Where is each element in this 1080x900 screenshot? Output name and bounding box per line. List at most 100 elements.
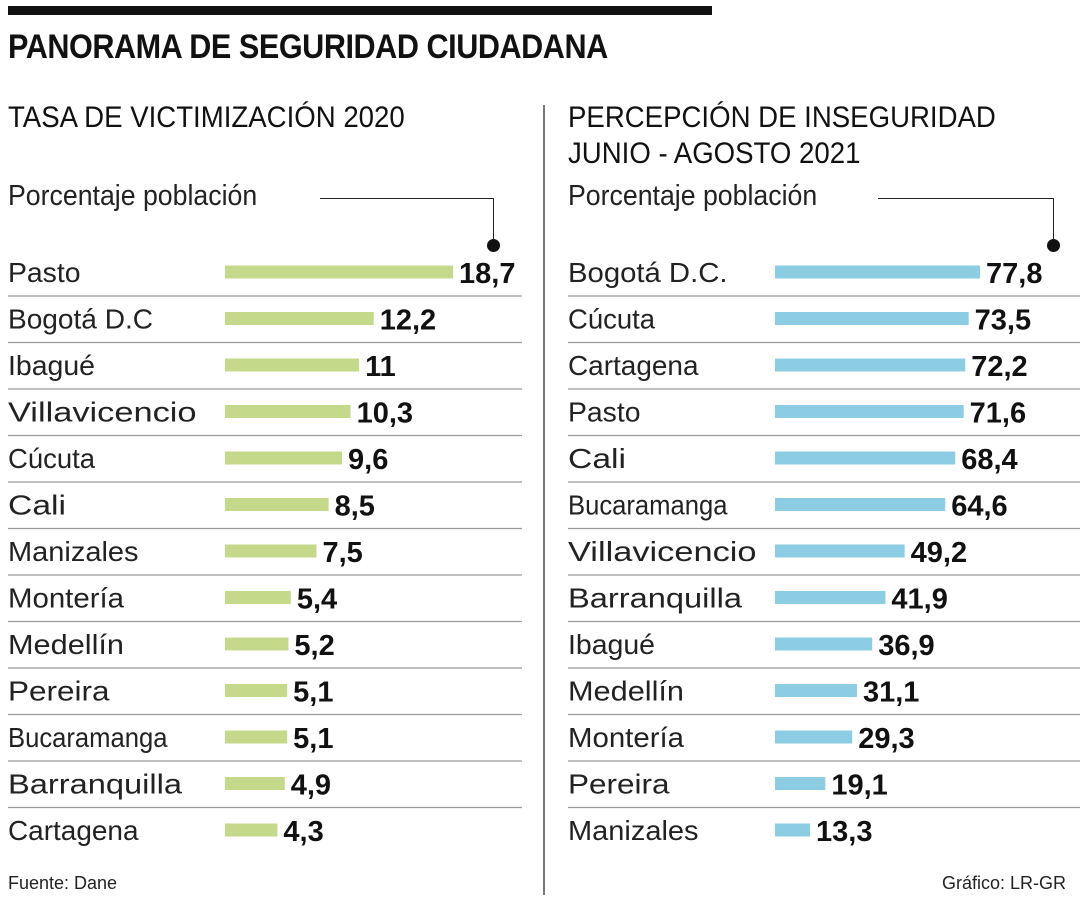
- category-label: Bogotá D.C: [8, 304, 153, 335]
- category-label: Bogotá D.C.: [568, 257, 728, 288]
- category-label: Pereira: [568, 769, 670, 800]
- category-label: Medellín: [8, 629, 124, 660]
- bar-row: Manizales 7,5: [8, 536, 522, 576]
- perception-title-line-2: JUNIO - AGOSTO 2021: [568, 137, 861, 170]
- value-label: 5,2: [294, 630, 334, 662]
- bar: [225, 591, 291, 604]
- bar: [775, 730, 853, 744]
- category-label: Manizales: [8, 536, 139, 567]
- bar-row: Bucaramanga 5,1: [8, 722, 522, 762]
- category-label: Montería: [8, 583, 124, 614]
- value-label: 12,2: [380, 305, 436, 337]
- category-label: Bucaramanga: [8, 722, 168, 753]
- bar-row: Barranquilla 41,9: [568, 583, 1080, 623]
- category-label: Pasto: [8, 257, 81, 288]
- victimization-unit-label: Porcentaje población: [8, 180, 258, 212]
- credit-note: Gráfico: LR-GR: [941, 873, 1066, 893]
- category-label: Cartagena: [568, 350, 699, 381]
- category-label: Pasto: [568, 397, 641, 428]
- victimization-chart: Pasto 18,7 Bogotá D.C 12,2 Ibagué 11 Villavice…: [8, 257, 522, 848]
- bar-row: Ibagué 36,9: [568, 629, 1080, 669]
- value-label: 7,5: [322, 537, 362, 569]
- bar: [225, 312, 374, 325]
- bar-row: Villavicencio 10,3: [8, 397, 522, 437]
- value-label: 9,6: [348, 444, 388, 476]
- bar-row: Cúcuta 9,6: [8, 443, 522, 483]
- perception-title-line-1: PERCEPCIÓN DE INSEGURIDAD: [568, 101, 996, 134]
- category-label: Ibagué: [8, 350, 95, 381]
- bar-row: Bogotá D.C. 77,8: [568, 257, 1080, 297]
- category-label: Cali: [8, 490, 66, 521]
- value-label: 68,4: [961, 444, 1017, 476]
- bar: [775, 498, 946, 511]
- unit-leader-line: [878, 198, 1054, 243]
- bar: [225, 358, 360, 372]
- value-label: 13,3: [816, 816, 872, 848]
- perception-unit-label: Porcentaje población: [568, 180, 818, 212]
- bar-row: Villavicencio 49,2: [568, 536, 1080, 576]
- value-label: 18,7: [459, 258, 515, 290]
- bar-row: Cartagena 4,3: [8, 815, 324, 848]
- category-label: Barranquilla: [8, 769, 182, 800]
- category-label: Barranquilla: [568, 583, 742, 614]
- value-label: 4,9: [291, 770, 331, 802]
- perception-chart: Bogotá D.C. 77,8 Cúcuta 73,5 Cartagena 72,2 Pa…: [568, 257, 1080, 848]
- victimization-panel: TASA DE VICTIMIZACIÓN 2020 Porcentaje po…: [8, 101, 522, 893]
- bar-row: Bogotá D.C 12,2: [8, 304, 522, 344]
- category-label: Medellín: [568, 676, 684, 707]
- value-label: 8,5: [335, 491, 375, 523]
- bar-row: Pereira 5,1: [8, 676, 522, 716]
- value-label: 36,9: [878, 630, 934, 662]
- perception-title: PERCEPCIÓN DE INSEGURIDAD JUNIO - AGOSTO…: [568, 100, 996, 172]
- value-label: 71,6: [970, 398, 1026, 430]
- category-label: Bucaramanga: [568, 490, 728, 521]
- top-rule: [8, 6, 712, 15]
- panel-divider: [543, 105, 545, 895]
- value-label: 72,2: [971, 351, 1027, 383]
- bar: [225, 265, 453, 279]
- bar: [225, 823, 278, 837]
- value-label: 5,4: [297, 584, 337, 616]
- value-label: 49,2: [911, 537, 967, 569]
- value-label: 77,8: [986, 258, 1042, 290]
- bar: [775, 405, 964, 418]
- category-label: Cúcuta: [568, 304, 655, 335]
- bar: [775, 451, 956, 465]
- unit-leader-dot: [1047, 239, 1060, 252]
- category-label: Montería: [568, 722, 684, 753]
- bar-row: Pereira 19,1: [568, 769, 1080, 809]
- bar: [775, 312, 969, 325]
- bar: [775, 637, 873, 651]
- value-label: 41,9: [891, 584, 947, 616]
- bar-row: Barranquilla 4,9: [8, 769, 522, 809]
- category-label: Manizales: [568, 815, 699, 846]
- bar: [225, 684, 288, 697]
- unit-leader-line: [320, 198, 494, 243]
- bar: [775, 823, 811, 837]
- bar-row: Cali 68,4: [568, 443, 1080, 483]
- bar-row: Montería 29,3: [568, 722, 1080, 762]
- value-label: 73,5: [975, 305, 1031, 337]
- bar: [225, 498, 329, 511]
- source-note: Fuente: Dane: [8, 873, 118, 893]
- bar-row: Cúcuta 73,5: [568, 304, 1080, 344]
- bar: [775, 265, 980, 279]
- category-label: Cúcuta: [8, 443, 95, 474]
- bar: [775, 777, 826, 790]
- category-label: Cali: [568, 443, 626, 474]
- bar-row: Manizales 13,3: [568, 815, 872, 848]
- category-label: Cartagena: [8, 815, 139, 846]
- value-label: 31,1: [863, 677, 919, 709]
- bar: [225, 777, 285, 790]
- value-label: 19,1: [831, 770, 887, 802]
- bar-row: Medellín 31,1: [568, 676, 1080, 716]
- bar-row: Ibagué 11: [8, 350, 522, 390]
- bar-row: Cali 8,5: [8, 490, 522, 530]
- bar: [225, 637, 289, 651]
- victimization-title: TASA DE VICTIMIZACIÓN 2020: [8, 101, 405, 134]
- bar-row: Bucaramanga 64,6: [568, 490, 1080, 530]
- main-title: PANORAMA DE SEGURIDAD CIUDADANA: [8, 28, 608, 66]
- category-label: Pereira: [8, 676, 110, 707]
- bar: [775, 544, 905, 558]
- value-label: 5,1: [293, 723, 333, 755]
